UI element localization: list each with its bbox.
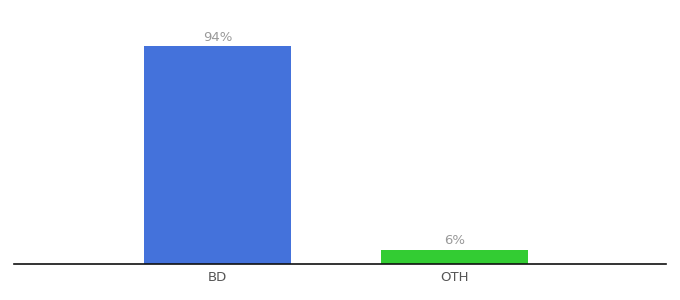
Bar xyxy=(381,250,528,264)
Text: 94%: 94% xyxy=(203,31,233,44)
Bar xyxy=(144,46,291,264)
Text: 6%: 6% xyxy=(444,234,464,247)
